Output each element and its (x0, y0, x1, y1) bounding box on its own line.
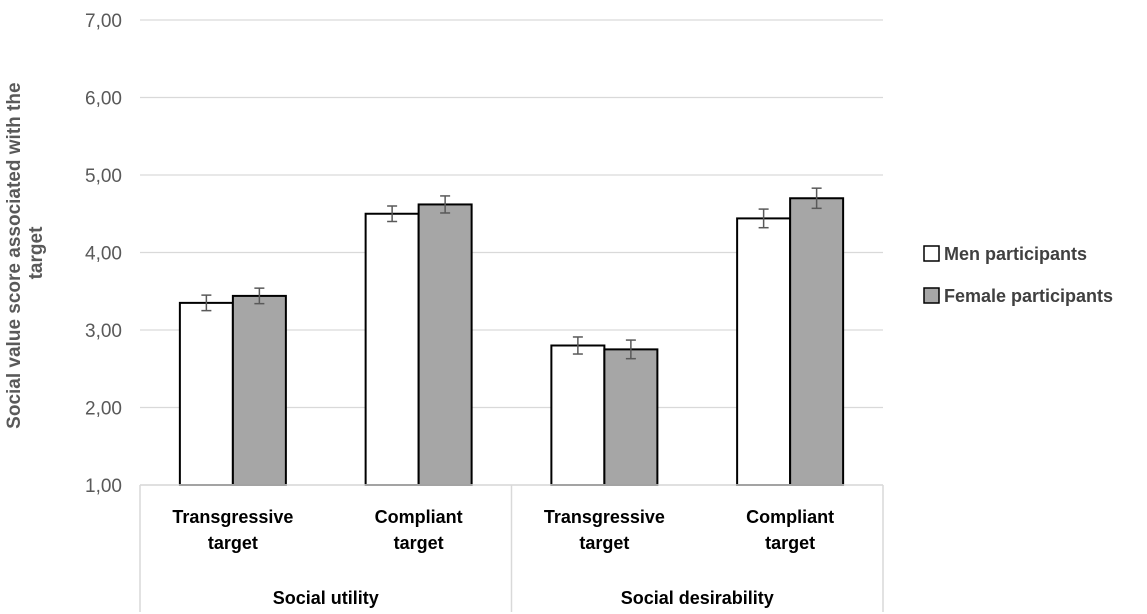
legend: Men participants Female participants (923, 244, 1113, 306)
group-label: Social utility (273, 588, 379, 608)
y-tick-label: 3,00 (85, 321, 122, 342)
category-label: Compliant (746, 507, 834, 527)
error-bar (572, 336, 583, 355)
category-label: target (579, 533, 629, 553)
legend-swatch-female (923, 287, 940, 304)
category-label: Transgressive (544, 507, 665, 527)
legend-label: Men participants (944, 244, 1087, 264)
legend-label: Female participants (944, 286, 1113, 306)
bar-female-participants (417, 203, 473, 486)
error-bar (254, 287, 265, 305)
y-axis-label: Social value score associated with the t… (4, 77, 47, 429)
category-label: target (394, 533, 444, 553)
y-axis-label-line-2: target (26, 226, 47, 279)
error-bar (387, 205, 398, 223)
y-tick-label: 7,00 (85, 11, 122, 32)
error-bar (201, 294, 212, 312)
legend-swatch-men (923, 245, 940, 262)
y-tick-label: 6,00 (85, 89, 122, 110)
bar-men-participants (550, 344, 606, 486)
x-axis (139, 484, 884, 612)
error-bars (201, 187, 822, 360)
y-axis-ticks: 1,00 2,00 3,00 4,00 5,00 6,00 7,00 (85, 11, 122, 497)
bar-men-participants (178, 301, 234, 486)
error-bar (758, 208, 769, 229)
category-label: Compliant (375, 507, 463, 527)
y-tick-label: 4,00 (85, 244, 122, 265)
group-labels: Social utility Social desirability (273, 588, 774, 608)
bar-men-participants (736, 217, 792, 486)
category-label: target (765, 533, 815, 553)
error-bar (811, 187, 822, 210)
y-tick-label: 2,00 (85, 399, 122, 420)
bar-men-participants (364, 212, 420, 486)
bar-female-participants (603, 348, 659, 486)
bars (178, 197, 845, 486)
category-labels: Transgressive target Compliant target Transg… (172, 507, 834, 553)
error-bar (440, 195, 451, 214)
y-tick-label: 1,00 (85, 476, 122, 497)
bar-female-participants (231, 294, 287, 486)
category-label: target (208, 533, 258, 553)
error-bar (625, 339, 636, 360)
y-axis-label-line-1: Social value score associated with the (4, 82, 25, 428)
legend-item: Female participants (923, 286, 1113, 306)
bar-female-participants (789, 197, 845, 486)
legend-item: Men participants (923, 244, 1087, 264)
category-label: Transgressive (172, 507, 293, 527)
group-label: Social desirability (621, 588, 774, 608)
y-tick-label: 5,00 (85, 166, 122, 187)
